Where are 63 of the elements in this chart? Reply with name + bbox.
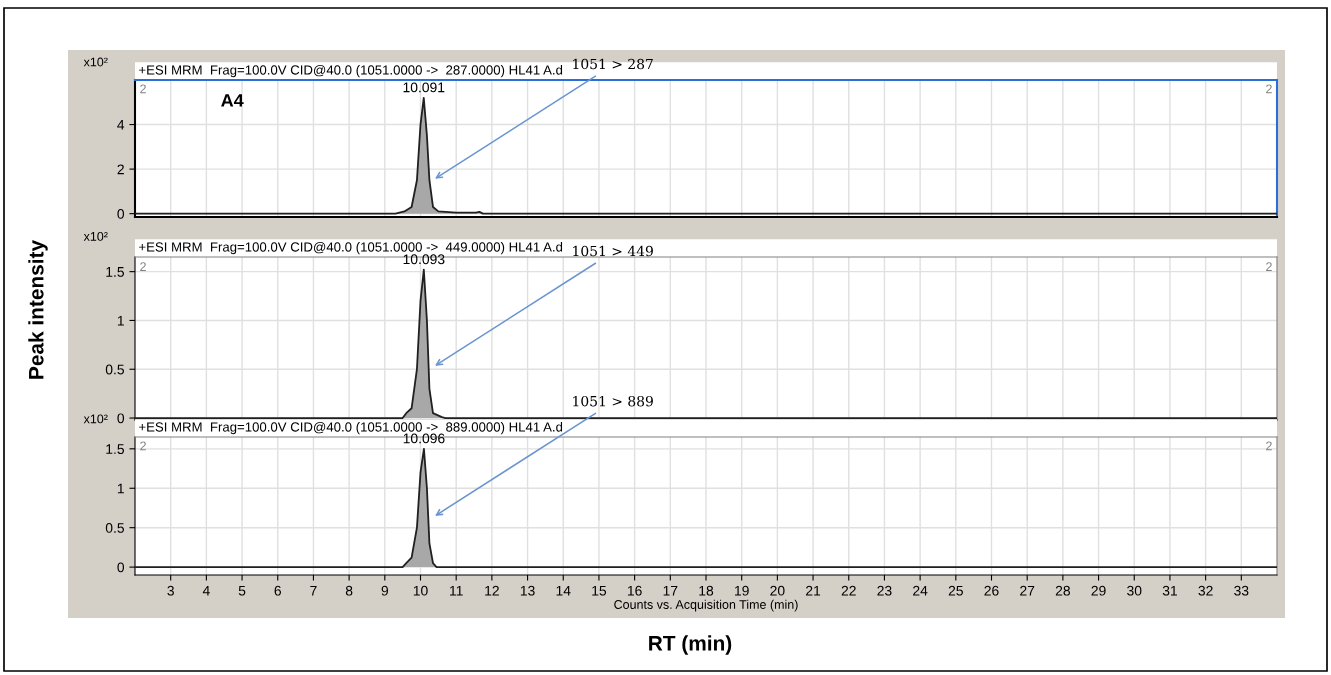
annotation: 2 [140,262,146,271]
x-tick-label: 23 [877,585,892,596]
x-tick-label: 27 [1020,585,1035,596]
annotation: 1051 > 889 [573,395,653,407]
x-tick-label: 26 [984,585,999,596]
x-tick-label: 20 [770,585,785,596]
x-tick-label: 4 [202,585,210,596]
x-tick-label: 22 [841,585,856,596]
x-tick-label: 31 [1162,585,1177,596]
y-axis-title: Peak intensity [28,240,48,379]
y-tick-label: 0.5 [105,364,124,375]
x-tick-label: 6 [274,585,281,596]
chart-title: +ESI MRM Frag=100.0V CID@40.0 (1051.0000 -> 287.0000) HL41 A.d [139,64,563,78]
x-tick-label: 9 [381,585,389,596]
x-tick-label: 13 [520,585,535,596]
x-tick-label: 24 [913,585,928,596]
y-tick-label: 0 [117,208,125,219]
x-tick-label: 8 [345,585,353,596]
annotation: 2 [140,84,146,94]
x-tick-label: 28 [1055,585,1070,596]
x-tick-label: 32 [1198,585,1213,596]
annotation: 10.091 [403,82,445,93]
y-tick-label: 1 [117,315,124,326]
annotation: A4 [221,94,244,107]
x-tick-label: 33 [1234,585,1249,596]
x-tick-label: 16 [627,585,642,596]
x-tick-label: 12 [485,585,499,596]
annotation: 10.093 [403,254,445,265]
y-tick-label: 0.5 [105,523,124,533]
x-tick-label: 30 [1127,585,1142,596]
annotation: 2 [1266,262,1272,271]
text: x10² [83,57,108,67]
text: x10² [83,231,108,241]
text: RT (min) [649,635,732,655]
y-tick-label: 1.5 [106,267,124,277]
y-tick-label: 0 [117,562,125,573]
x-tick-label: 19 [735,585,749,596]
text: x10² [83,414,108,424]
x-tick-label: 14 [556,585,571,596]
annotation: 1051 > 287 [573,58,653,70]
chart-title: +ESI MRM Frag=100.0V CID@40.0 (1051.0000 -> 449.0000) HL41 A.d [139,241,563,255]
x-tick-label: 25 [948,585,963,596]
x-tick-label: 11 [450,585,463,596]
x-tick-label: 5 [238,585,246,596]
annotation: 2 [1266,441,1272,451]
x-tick-label: 17 [663,585,678,596]
x-tick-label: 21 [806,585,821,596]
annotation: 10.096 [403,433,445,444]
annotation: 2 [140,441,146,451]
annotation: 1051 > 449 [573,245,653,257]
x-tick-label: 7 [310,585,317,596]
y-tick-label: 4 [117,120,125,130]
y-tick-label: 0 [117,413,125,424]
x-tick-label: 15 [592,585,607,596]
x-axis-title: Counts vs. Acquisition Time (min) [614,599,798,612]
y-tick-label: 1.5 [106,444,124,454]
x-tick-label: 29 [1091,585,1106,596]
y-tick-label: 1 [117,483,124,494]
y-tick-label: 2 [117,164,124,175]
x-tick-label: 10 [413,585,428,596]
annotation: 2 [1266,84,1272,94]
x-tick-label: 3 [167,585,174,596]
x-tick-label: 18 [699,585,714,596]
